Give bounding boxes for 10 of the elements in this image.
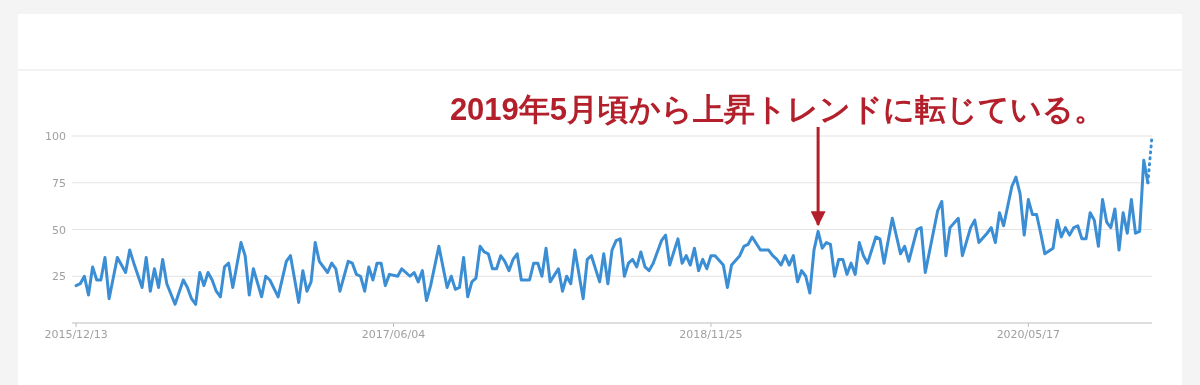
y-tick-label: 75 — [52, 176, 66, 190]
x-tick-label: 2017/06/04 — [361, 328, 426, 341]
y-tick-label: 25 — [52, 270, 66, 284]
y-tick-label: 50 — [52, 223, 66, 237]
x-tick-label: 2015/12/13 — [44, 328, 108, 341]
arrow: 2019年5月頃から上昇トレンドに転じている。 — [449, 92, 1106, 227]
y-tick-label: 100 — [45, 130, 66, 143]
x-tick-label: 2020/05/17 — [996, 328, 1061, 341]
annotation: 2019年5月頃から上昇トレンドに転じている。 — [449, 92, 1106, 127]
x-tick-label: 2018/11/25 — [679, 328, 743, 341]
